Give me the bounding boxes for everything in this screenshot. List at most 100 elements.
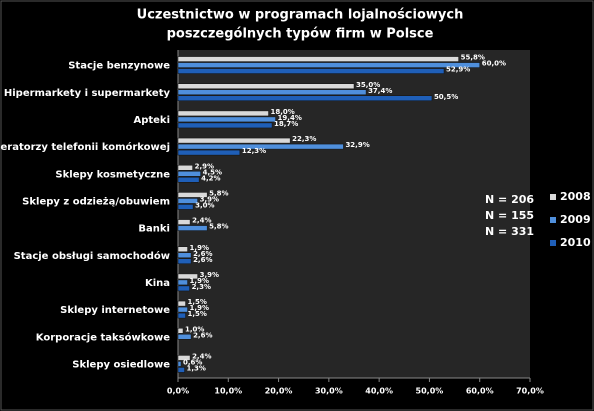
bar [177,252,192,258]
value-label: 19,4% [278,114,302,122]
bar [177,300,186,307]
bar [177,273,198,280]
bar [177,165,193,171]
bar [177,62,480,68]
value-label: 3,0% [195,201,214,209]
bar [177,312,186,319]
bar [177,328,184,334]
bar [177,204,194,210]
category-label: Stacje obsługi samochodów [14,250,170,262]
bar [177,198,198,204]
value-label: 22,3% [292,135,316,143]
value-label: 0,6% [183,358,202,366]
bar [177,122,273,129]
value-label: 37,4% [368,87,392,95]
category-label: Kina [145,278,170,289]
bar [177,361,182,367]
category-label: Korporacje taksówkowe [36,331,170,343]
bar [177,137,291,144]
value-label: 2,6% [193,331,212,339]
chart-title: Uczestnictwo w programach lojalnościowyc… [137,8,464,23]
value-label: 35,0% [356,81,380,89]
bar [177,246,188,252]
bar [177,334,192,340]
category-label: Banki [138,224,170,235]
value-label: 52,9% [446,66,470,74]
category-label: Sklepy z odzieżą/obuwiem [22,196,170,207]
x-tick-label: 10,0% [214,387,242,396]
value-label: 2,3% [192,283,211,291]
value-label: 32,9% [345,141,369,149]
bar [177,68,445,74]
category-label: Operatorzy telefonii komórkowej [0,141,170,153]
value-label: 2,4% [192,217,211,225]
value-label: 18,0% [271,108,295,116]
value-label: 5,8% [209,189,228,197]
value-label: 60,0% [482,60,506,68]
value-label: 4,2% [201,174,220,182]
bar [177,149,241,156]
category-label: Sklepy kosmetyczne [55,169,170,180]
value-label: 1,0% [185,325,204,333]
bar [177,279,188,286]
bar [177,89,367,95]
annotation: N = 206 [485,193,534,206]
value-label: 50,5% [434,93,458,101]
legend-swatch [550,217,556,223]
x-tick-label: 40,0% [365,387,393,396]
value-label: 1,9% [190,277,209,285]
chart-title: poszczególnych typów firm w Polsce [167,27,434,42]
value-label: 1,9% [190,304,209,312]
value-label: 1,5% [188,298,207,306]
bar [177,83,355,89]
value-label: 4,5% [203,168,222,176]
category-label: Sklepy osiedlowe [72,359,170,370]
value-label: 3,9% [200,271,219,279]
bar [177,110,269,117]
value-label: 3,9% [200,195,219,203]
value-label: 5,8% [209,223,228,231]
value-label: 2,6% [193,250,212,258]
legend-swatch [550,194,556,200]
category-label: Hipermarkety i supermarkety [4,88,171,99]
bar [177,143,344,150]
x-tick-label: 20,0% [265,387,293,396]
bar [177,192,208,198]
annotation: N = 155 [485,209,534,222]
value-label: 18,7% [274,120,298,128]
bar [177,95,433,101]
value-label: 1,5% [188,310,207,318]
bar [177,219,191,225]
x-tick-label: 0,0% [167,387,189,396]
value-label: 12,3% [242,147,266,155]
value-label: 2,4% [192,352,211,360]
plot-area [178,50,530,378]
bar [177,225,208,231]
bar [177,306,188,313]
bar [177,177,200,183]
bar [177,367,185,373]
value-label: 2,6% [193,256,212,264]
x-tick-label: 60,0% [466,387,494,396]
legend-label: 2009 [560,213,591,226]
bar [177,355,191,361]
bar [177,56,459,62]
annotation: N = 331 [485,225,534,238]
x-tick-label: 50,0% [416,387,444,396]
category-label: Apteki [133,115,170,126]
category-label: Stacje benzynowe [68,61,170,72]
legend-label: 2010 [560,236,591,249]
legend-swatch [550,240,556,246]
category-label: Sklepy internetowe [60,305,170,316]
bar [177,258,192,264]
value-label: 1,3% [187,364,206,372]
x-tick-label: 70,0% [516,387,544,396]
bar [177,116,276,123]
bar [177,171,201,177]
bar [177,285,190,292]
value-label: 55,8% [461,54,485,62]
x-tick-label: 30,0% [315,387,343,396]
value-label: 2,9% [195,162,214,170]
